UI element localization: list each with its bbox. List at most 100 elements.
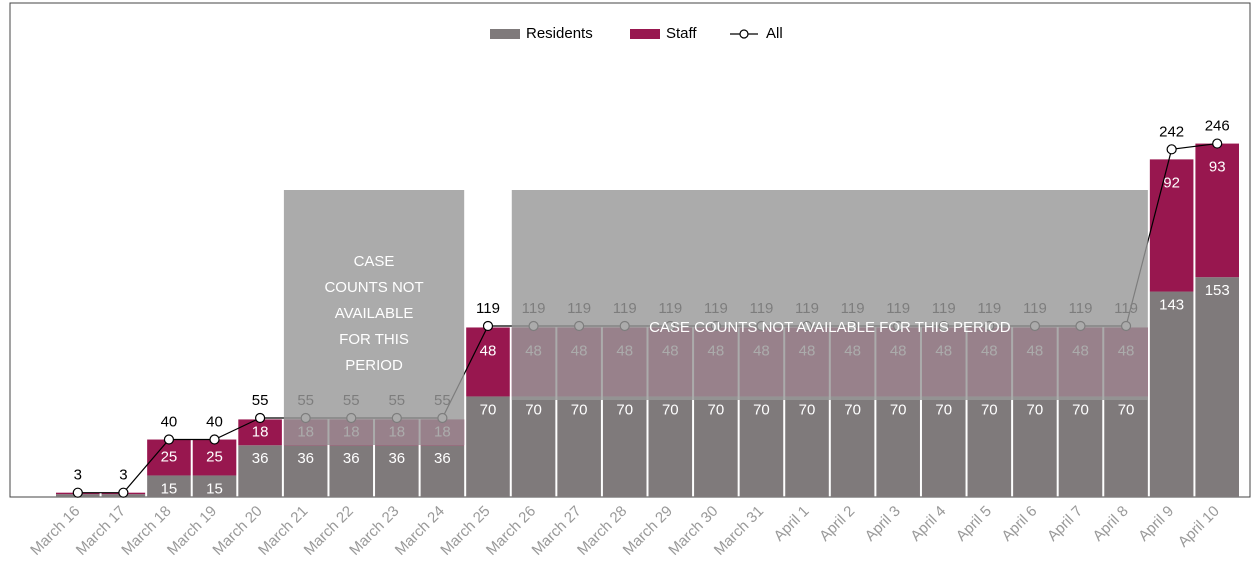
annotation-line: CASE COUNTS NOT AVAILABLE FOR THIS PERIO… [649, 319, 1011, 336]
value-label: 70 [1118, 401, 1135, 418]
annotation-line: FOR THIS [339, 331, 409, 348]
value-label: 70 [799, 401, 816, 418]
x-tick-label: April 7 [1044, 503, 1086, 545]
bar-residents [466, 396, 510, 497]
bar-residents [192, 475, 237, 497]
x-tick-label: April 1 [771, 503, 813, 545]
bar-residents [329, 445, 374, 497]
legend-label: Staff [666, 25, 697, 42]
value-label: 36 [388, 450, 405, 467]
legend-label: All [766, 25, 783, 42]
x-tick-label: April 3 [862, 503, 904, 545]
annotation-line: CASE [354, 253, 395, 270]
total-label: 242 [1159, 123, 1184, 140]
x-tick-label: April 5 [953, 503, 995, 545]
point-all [254, 412, 266, 424]
bar-staff [147, 439, 191, 476]
bar-residents [739, 396, 784, 497]
legend-swatch [630, 29, 660, 39]
value-label: 70 [571, 401, 588, 418]
total-label: 55 [252, 392, 269, 409]
bar-residents [694, 396, 738, 497]
total-label: 3 [119, 467, 127, 484]
value-label: 70 [1027, 401, 1044, 418]
value-label: 36 [434, 450, 451, 467]
value-label: 70 [1072, 401, 1089, 418]
bar-residents [1013, 396, 1057, 497]
value-label: 15 [206, 480, 223, 497]
point-all [1212, 138, 1223, 149]
value-label: 18 [252, 423, 269, 440]
value-label: 70 [662, 401, 679, 418]
value-label: 36 [297, 450, 314, 467]
bar-residents [1195, 277, 1239, 497]
point-all [118, 487, 129, 498]
bar-residents [876, 396, 920, 497]
bar-residents [375, 445, 419, 497]
value-label: 70 [616, 401, 633, 418]
x-tick-label: April 8 [1090, 503, 1132, 545]
bar-residents [511, 396, 556, 497]
unavailable-overlay [511, 190, 1148, 400]
bar-residents [147, 475, 191, 497]
value-label: 48 [480, 342, 497, 359]
value-label: 70 [844, 401, 861, 418]
value-label: 36 [252, 450, 269, 467]
bar-residents [921, 396, 966, 497]
bar-residents [967, 396, 1012, 497]
value-label: 25 [161, 448, 178, 465]
legend-swatch [490, 29, 520, 39]
x-tick-label: April 10 [1175, 503, 1223, 551]
bar-staff [1195, 143, 1239, 278]
value-label: 70 [708, 401, 725, 418]
total-label: 246 [1205, 118, 1230, 135]
bar-residents [602, 396, 647, 497]
annotation: CASE COUNTS NOT AVAILABLE FOR THIS PERIO… [649, 319, 1011, 336]
annotation-line: COUNTS NOT [324, 279, 423, 296]
value-label: 93 [1209, 159, 1226, 176]
value-label: 70 [753, 401, 770, 418]
bar-residents [1058, 396, 1103, 497]
unavailable-overlay [283, 190, 465, 445]
annotation: CASE COUNTS NOT AVAILABLE FOR THIS PERIOD [324, 253, 423, 374]
bar-staff [192, 439, 237, 476]
bar-residents [785, 396, 829, 497]
total-label: 40 [206, 414, 223, 431]
point-all [72, 487, 83, 498]
bar-staff [1149, 159, 1194, 292]
value-label: 70 [935, 401, 952, 418]
point-all [1166, 144, 1177, 155]
bar-residents [557, 396, 601, 497]
legend-label: Residents [526, 25, 593, 42]
x-tick-label: March 31 [711, 503, 767, 559]
annotation-line: PERIOD [345, 357, 403, 374]
bar-residents [1149, 291, 1194, 497]
value-label: 36 [343, 450, 360, 467]
value-label: 70 [480, 401, 497, 418]
value-label: 153 [1205, 282, 1230, 299]
legend-marker [739, 29, 749, 39]
total-label: 119 [476, 300, 500, 317]
annotation-line: AVAILABLE [335, 305, 414, 322]
bar-residents [283, 445, 328, 497]
value-label: 25 [206, 448, 223, 465]
value-label: 70 [981, 401, 998, 418]
point-all [209, 434, 220, 445]
value-label: 15 [161, 480, 178, 497]
bar-residents [648, 396, 693, 497]
x-tick-label: April 4 [907, 503, 949, 545]
value-label: 70 [890, 401, 907, 418]
bar-residents [1104, 396, 1148, 497]
value-label: 70 [525, 401, 542, 418]
x-tick-label: April 9 [1135, 503, 1177, 545]
bar-residents [420, 445, 465, 497]
bar-staff [238, 419, 282, 446]
value-label: 143 [1159, 297, 1184, 314]
bar-staff [466, 327, 510, 397]
point-all [163, 434, 175, 445]
point-all [482, 320, 494, 332]
total-label: 3 [74, 467, 82, 484]
bar-residents [238, 445, 282, 497]
x-tick-label: April 6 [998, 503, 1040, 545]
